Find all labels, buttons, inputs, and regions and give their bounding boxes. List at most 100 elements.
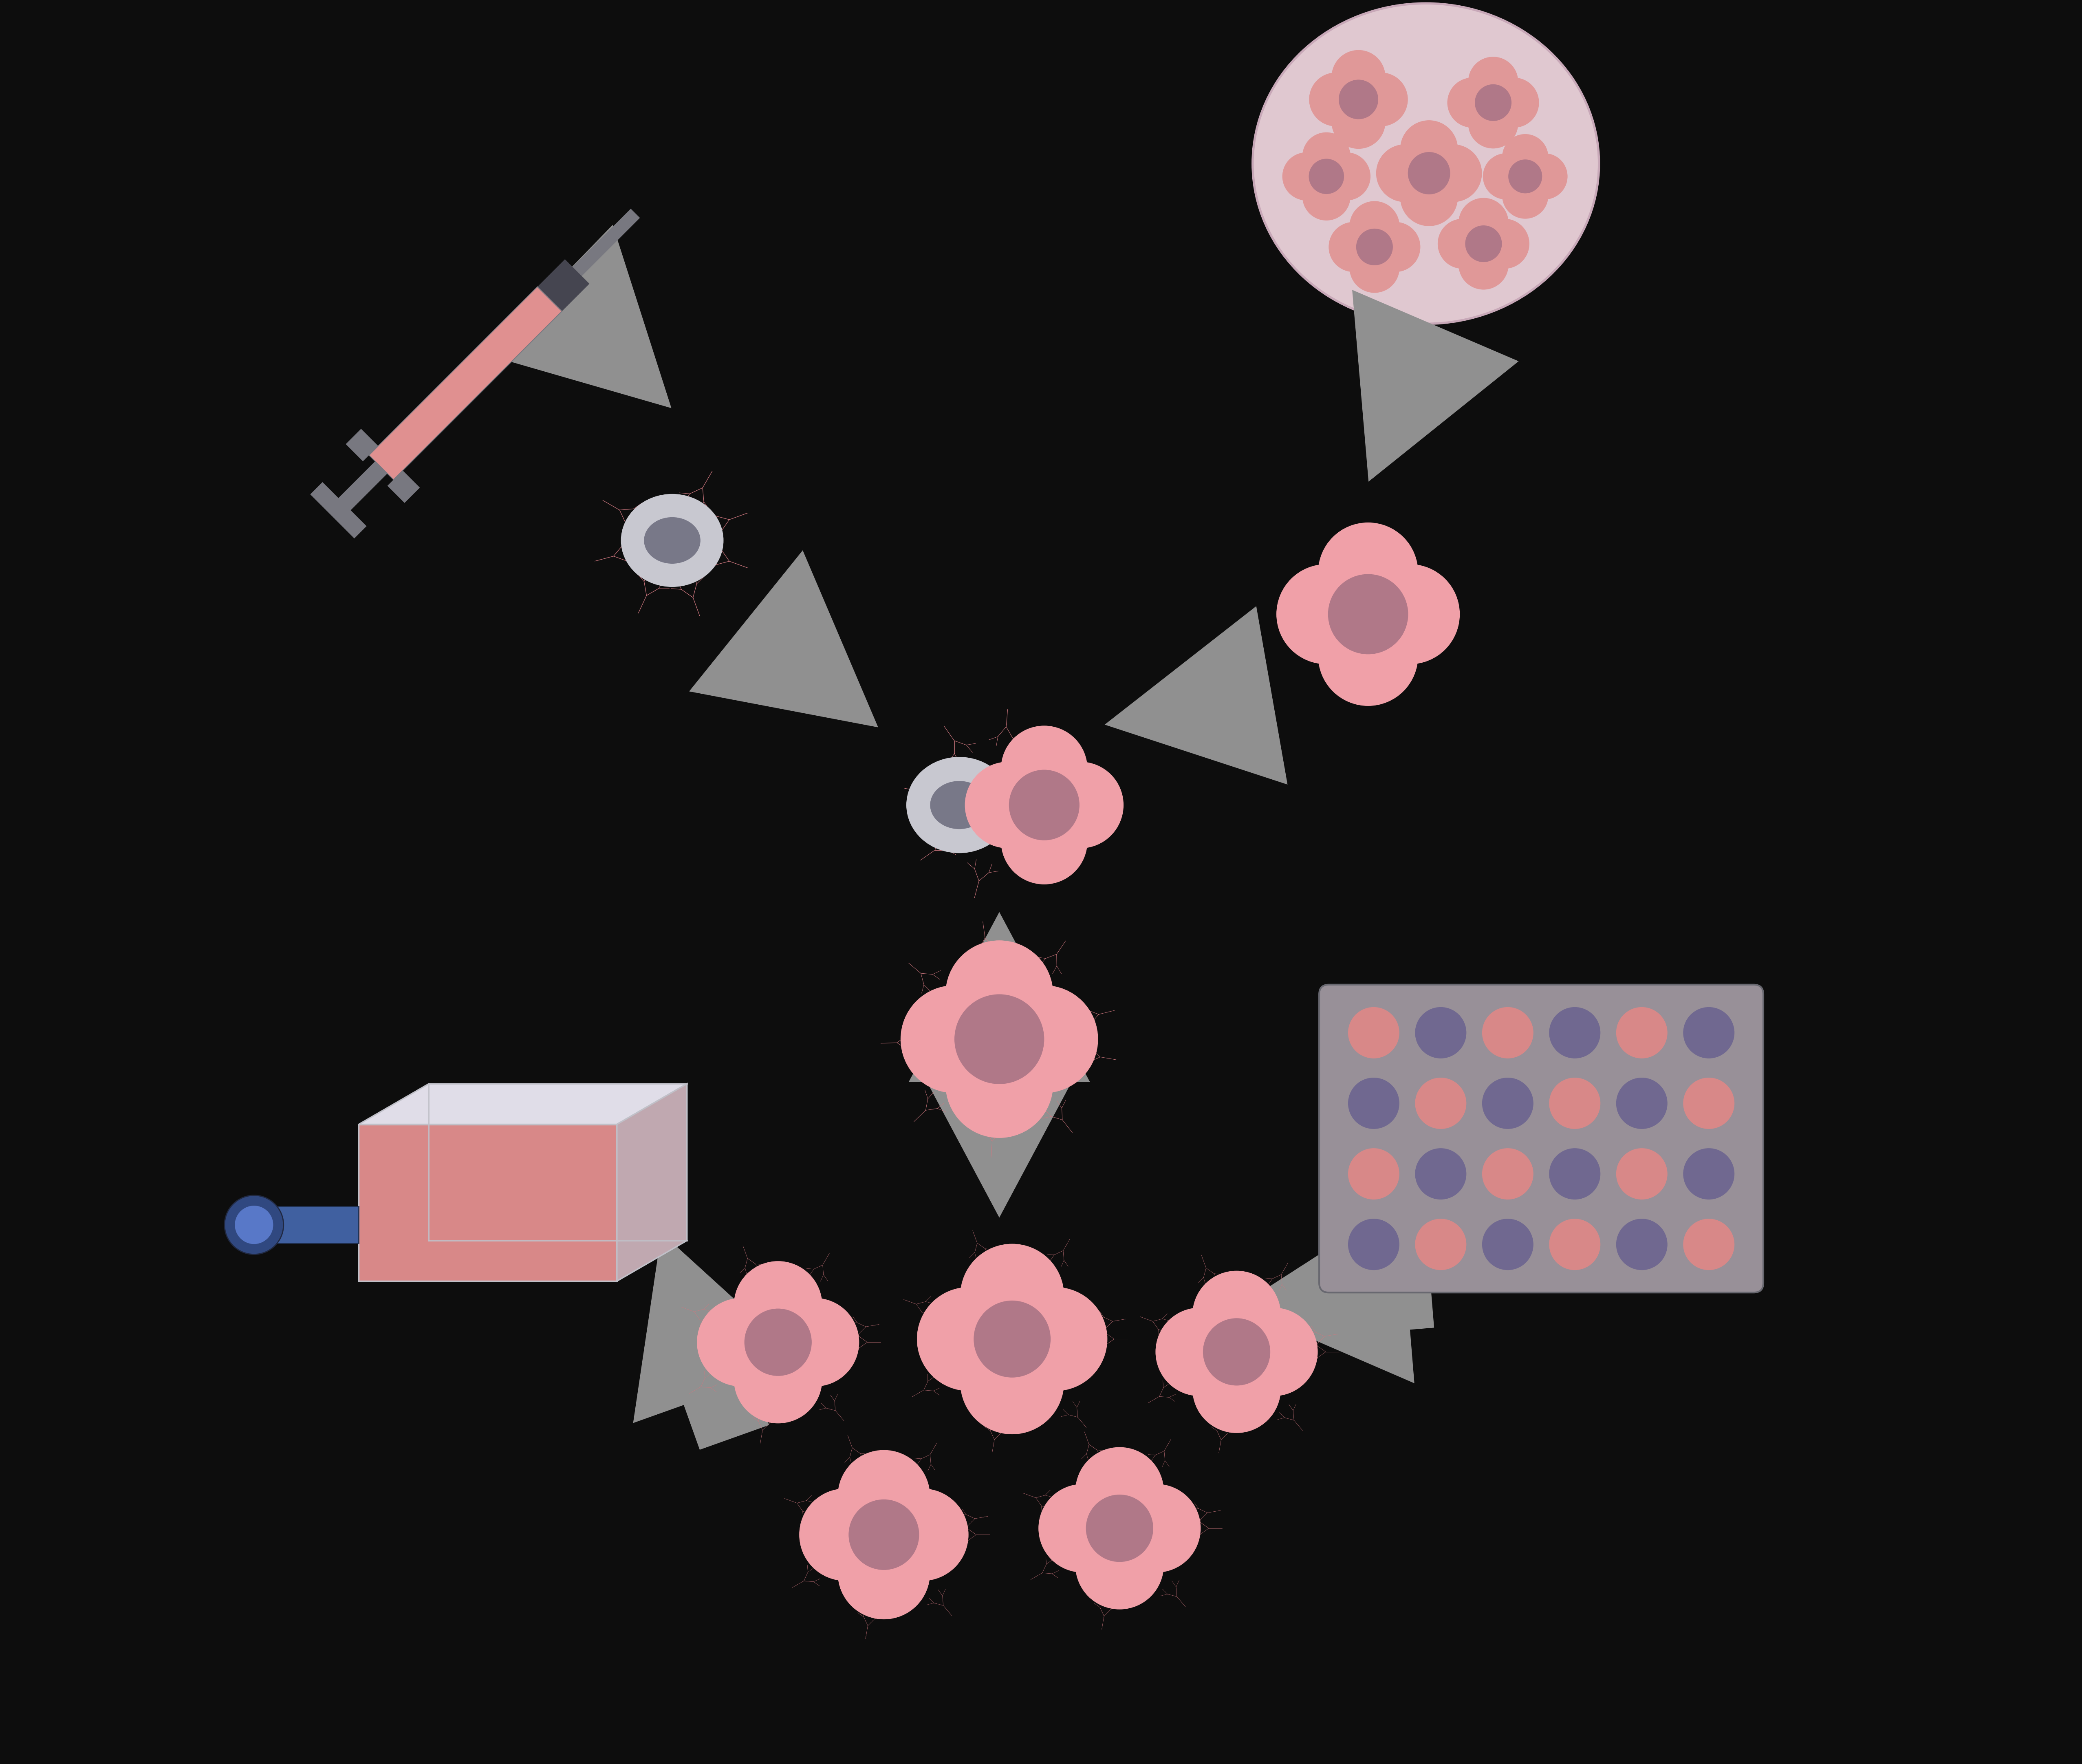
Circle shape: [1376, 145, 1434, 203]
Circle shape: [1001, 797, 1087, 884]
Ellipse shape: [643, 517, 700, 564]
Circle shape: [733, 1261, 822, 1349]
Circle shape: [849, 1499, 918, 1570]
Circle shape: [962, 1002, 1037, 1076]
Circle shape: [1407, 152, 1451, 194]
Circle shape: [1549, 1007, 1601, 1058]
Circle shape: [991, 986, 1097, 1094]
FancyBboxPatch shape: [358, 1124, 616, 1281]
Circle shape: [1616, 1219, 1668, 1270]
Circle shape: [1347, 1148, 1399, 1200]
Circle shape: [974, 1300, 1051, 1378]
Circle shape: [1037, 762, 1124, 848]
Circle shape: [1357, 229, 1393, 265]
Circle shape: [235, 1205, 273, 1244]
Circle shape: [1310, 159, 1343, 194]
Circle shape: [954, 995, 1045, 1085]
Circle shape: [745, 1309, 812, 1376]
Bar: [537, 259, 589, 310]
Polygon shape: [616, 1083, 687, 1281]
Circle shape: [1370, 222, 1420, 272]
Circle shape: [747, 1311, 810, 1372]
Circle shape: [1522, 153, 1568, 199]
Polygon shape: [358, 1083, 687, 1124]
Circle shape: [1466, 226, 1501, 263]
Circle shape: [1010, 769, 1078, 840]
Circle shape: [1466, 226, 1501, 261]
Circle shape: [799, 1489, 891, 1581]
Circle shape: [1682, 1078, 1734, 1129]
Circle shape: [1682, 1007, 1734, 1058]
Circle shape: [1014, 774, 1074, 836]
Circle shape: [852, 1503, 916, 1566]
Ellipse shape: [620, 494, 725, 587]
Circle shape: [1482, 1078, 1534, 1129]
Circle shape: [1339, 79, 1378, 120]
Circle shape: [1205, 1321, 1268, 1383]
Bar: [346, 429, 379, 460]
Circle shape: [1328, 573, 1407, 654]
Circle shape: [1039, 1484, 1126, 1572]
Circle shape: [976, 1302, 1049, 1376]
Circle shape: [1074, 1446, 1164, 1536]
Circle shape: [1339, 81, 1378, 118]
Circle shape: [1489, 78, 1539, 127]
Circle shape: [1276, 564, 1376, 665]
FancyBboxPatch shape: [1320, 984, 1763, 1293]
Ellipse shape: [931, 781, 989, 829]
Circle shape: [1682, 1219, 1734, 1270]
Ellipse shape: [906, 757, 1012, 854]
Circle shape: [1203, 1318, 1270, 1385]
Circle shape: [1001, 725, 1087, 811]
Circle shape: [1682, 1148, 1734, 1200]
Circle shape: [1507, 159, 1543, 194]
Circle shape: [960, 1244, 1064, 1348]
Circle shape: [1193, 1344, 1280, 1432]
Circle shape: [877, 1489, 968, 1581]
Circle shape: [1424, 145, 1482, 203]
Circle shape: [1349, 201, 1399, 250]
Circle shape: [1616, 1148, 1668, 1200]
Circle shape: [1353, 72, 1407, 127]
Circle shape: [1303, 173, 1351, 220]
Circle shape: [733, 1335, 822, 1424]
Circle shape: [1347, 1219, 1399, 1270]
Circle shape: [1474, 85, 1512, 122]
Ellipse shape: [1253, 4, 1599, 325]
Circle shape: [1439, 219, 1489, 268]
Circle shape: [1355, 229, 1393, 265]
Circle shape: [916, 1288, 1020, 1392]
Circle shape: [1480, 219, 1530, 268]
Circle shape: [1193, 1270, 1280, 1360]
Circle shape: [1347, 1007, 1399, 1058]
Circle shape: [902, 986, 1008, 1094]
Circle shape: [964, 762, 1051, 848]
Circle shape: [1549, 1219, 1601, 1270]
Circle shape: [1549, 1148, 1601, 1200]
Circle shape: [1416, 1148, 1466, 1200]
Circle shape: [1482, 1007, 1534, 1058]
Circle shape: [1087, 1494, 1153, 1561]
Circle shape: [1482, 153, 1528, 199]
Circle shape: [1401, 120, 1457, 178]
Circle shape: [1318, 522, 1418, 623]
Circle shape: [1401, 168, 1457, 226]
Circle shape: [1501, 134, 1549, 180]
Circle shape: [1459, 240, 1509, 289]
Circle shape: [1112, 1484, 1201, 1572]
Circle shape: [1459, 198, 1509, 249]
Circle shape: [1416, 1007, 1466, 1058]
Circle shape: [225, 1196, 283, 1254]
Circle shape: [1004, 1288, 1108, 1392]
Circle shape: [837, 1528, 931, 1619]
Circle shape: [1468, 56, 1518, 108]
Circle shape: [1416, 1078, 1466, 1129]
Circle shape: [1468, 99, 1518, 148]
Circle shape: [1228, 1307, 1318, 1395]
Circle shape: [1347, 1078, 1399, 1129]
Circle shape: [1156, 1307, 1243, 1395]
Circle shape: [1328, 222, 1378, 272]
Circle shape: [1501, 173, 1549, 219]
Circle shape: [770, 1298, 860, 1387]
Circle shape: [1332, 49, 1385, 104]
